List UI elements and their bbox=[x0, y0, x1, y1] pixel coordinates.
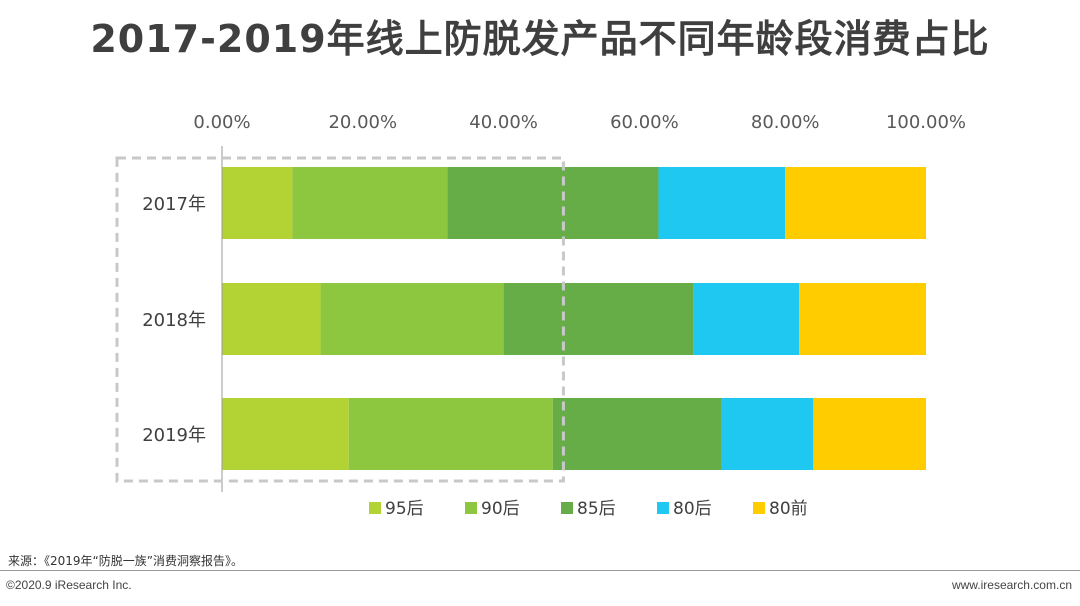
category-label: 2017年 bbox=[142, 194, 206, 215]
category-label: 2018年 bbox=[142, 310, 206, 331]
category-labels: 2017年 2018年 2019年 bbox=[142, 194, 206, 446]
legend-swatch bbox=[369, 502, 381, 514]
legend-label: 80前 bbox=[769, 499, 808, 519]
bar-segment bbox=[813, 398, 926, 470]
x-tick-label: 80.00% bbox=[751, 112, 820, 133]
bar-segment bbox=[552, 398, 722, 470]
legend-swatch bbox=[753, 502, 765, 514]
footer-divider bbox=[0, 570, 1080, 571]
legend-label: 90后 bbox=[481, 499, 520, 519]
bar-segment bbox=[222, 398, 349, 470]
bar-segment bbox=[658, 167, 786, 239]
legend-swatch bbox=[657, 502, 669, 514]
legend-label: 95后 bbox=[385, 499, 424, 519]
bar-segment bbox=[222, 283, 321, 355]
website-link: www.iresearch.com.cn bbox=[951, 578, 1072, 592]
x-tick-label: 20.00% bbox=[328, 112, 397, 133]
legend-swatch bbox=[561, 502, 573, 514]
x-tick-label: 0.00% bbox=[193, 112, 250, 133]
bar-segment bbox=[799, 283, 926, 355]
chart-title: 2017-2019年线上防脱发产品不同年龄段消费占比 bbox=[90, 17, 990, 61]
bar-segment bbox=[292, 167, 448, 239]
bar-segment bbox=[348, 398, 553, 470]
bars bbox=[222, 167, 926, 470]
legend-label: 80后 bbox=[673, 499, 712, 519]
bar-segment bbox=[693, 283, 800, 355]
source-note: 来源：《2019年“防脱一族”消费洞察报告》。 bbox=[8, 554, 243, 568]
bar-segment bbox=[222, 167, 293, 239]
bar-segment bbox=[503, 283, 694, 355]
x-tick-label: 40.00% bbox=[469, 112, 538, 133]
copyright: ©2020.9 iResearch Inc. bbox=[6, 578, 132, 592]
legend-label: 85后 bbox=[577, 499, 616, 519]
category-label: 2019年 bbox=[142, 425, 206, 446]
bar-segment bbox=[721, 398, 814, 470]
bar-segment bbox=[785, 167, 926, 239]
x-axis-ticks: 0.00% 20.00% 40.00% 60.00% 80.00% 100.00% bbox=[193, 112, 966, 133]
x-tick-label: 60.00% bbox=[610, 112, 679, 133]
chart-area: 0.00% 20.00% 40.00% 60.00% 80.00% 100.00% 201… bbox=[115, 112, 966, 519]
legend: 95后 90后 85后 80后 80前 bbox=[369, 499, 808, 519]
highlight-dashed-box bbox=[115, 156, 565, 483]
bar-segment bbox=[447, 167, 659, 239]
x-tick-label: 100.00% bbox=[886, 112, 966, 133]
bar-segment bbox=[320, 283, 504, 355]
legend-swatch bbox=[465, 502, 477, 514]
